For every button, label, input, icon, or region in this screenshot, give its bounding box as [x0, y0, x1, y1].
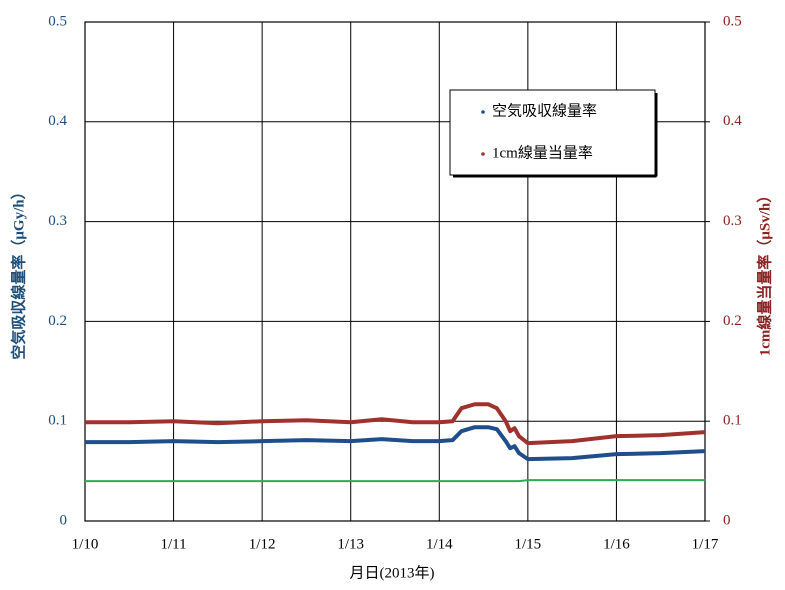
legend-label: 1cm線量当量率	[492, 144, 593, 161]
x-tick-label: 1/10	[72, 536, 99, 552]
y2-axis-title: 1cm線量当量率（μSv/h）	[755, 188, 773, 357]
y2-tick-label: 0.5	[723, 13, 742, 29]
series-line	[85, 479, 705, 483]
series-line	[85, 402, 706, 446]
x-axis-title: 月日(2013年)	[350, 564, 435, 581]
x-tick-label: 1/16	[603, 536, 630, 552]
legend-box	[449, 89, 656, 176]
y-tick-label: 0.4	[48, 113, 67, 129]
y2-tick-label: 0	[723, 512, 731, 528]
x-tick-label: 1/13	[337, 536, 364, 552]
y-tick-label: 0.5	[48, 13, 67, 29]
legend-label: 空気吸収線量率	[492, 102, 597, 119]
y-tick-label: 0.1	[48, 413, 67, 429]
x-tick-label: 1/17	[692, 536, 719, 552]
legend-marker	[481, 110, 485, 114]
y-axis-title: 空気吸収線量率（μGy/h）	[9, 184, 27, 359]
x-tick-label: 1/15	[515, 536, 542, 552]
y-tick-label: 0.2	[48, 313, 67, 329]
y-tick-label: 0.3	[48, 213, 67, 229]
series-line	[85, 425, 706, 462]
y-tick-label: 0	[60, 512, 68, 528]
y2-tick-label: 0.4	[723, 113, 742, 129]
x-tick-label: 1/11	[161, 536, 187, 552]
legend-marker	[481, 152, 485, 156]
y2-tick-label: 0.2	[723, 313, 742, 329]
y2-tick-label: 0.3	[723, 213, 742, 229]
x-tick-label: 1/12	[249, 536, 276, 552]
y2-tick-label: 0.1	[723, 413, 742, 429]
x-tick-label: 1/14	[426, 536, 453, 552]
plot-frame	[84, 21, 706, 522]
